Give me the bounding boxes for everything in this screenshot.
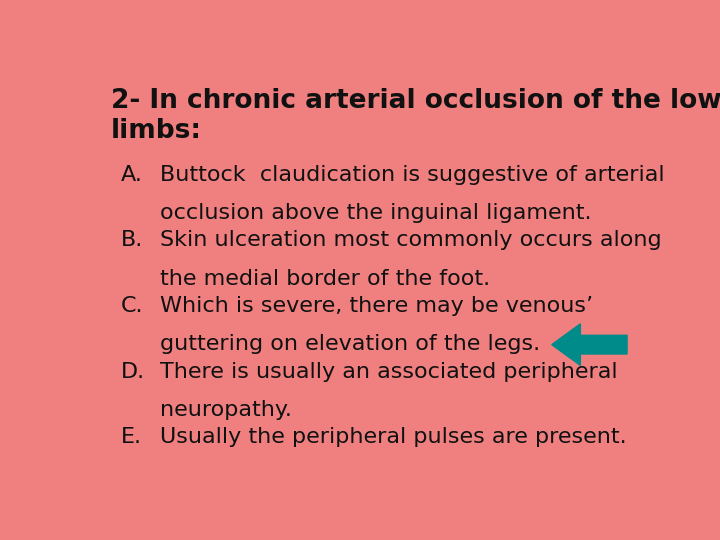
Text: There is usually an associated peripheral: There is usually an associated periphera… <box>160 362 617 382</box>
Text: 2- In chronic arterial occlusion of the lower
limbs:: 2- In chronic arterial occlusion of the … <box>111 87 720 144</box>
Text: Buttock  claudication is suggestive of arterial: Buttock claudication is suggestive of ar… <box>160 165 665 185</box>
Text: B.: B. <box>121 230 143 250</box>
Text: A.: A. <box>121 165 143 185</box>
Text: Usually the peripheral pulses are present.: Usually the peripheral pulses are presen… <box>160 427 626 447</box>
Text: the medial border of the foot.: the medial border of the foot. <box>160 268 490 288</box>
Text: D.: D. <box>121 362 145 382</box>
Text: Skin ulceration most commonly occurs along: Skin ulceration most commonly occurs alo… <box>160 230 662 250</box>
Text: neuropathy.: neuropathy. <box>160 400 292 420</box>
Text: E.: E. <box>121 427 142 447</box>
Text: Which is severe, there may be venous’: Which is severe, there may be venous’ <box>160 296 593 316</box>
Polygon shape <box>552 324 627 366</box>
Text: guttering on elevation of the legs.: guttering on elevation of the legs. <box>160 334 540 354</box>
Text: occlusion above the inguinal ligament.: occlusion above the inguinal ligament. <box>160 203 591 223</box>
Text: C.: C. <box>121 296 143 316</box>
